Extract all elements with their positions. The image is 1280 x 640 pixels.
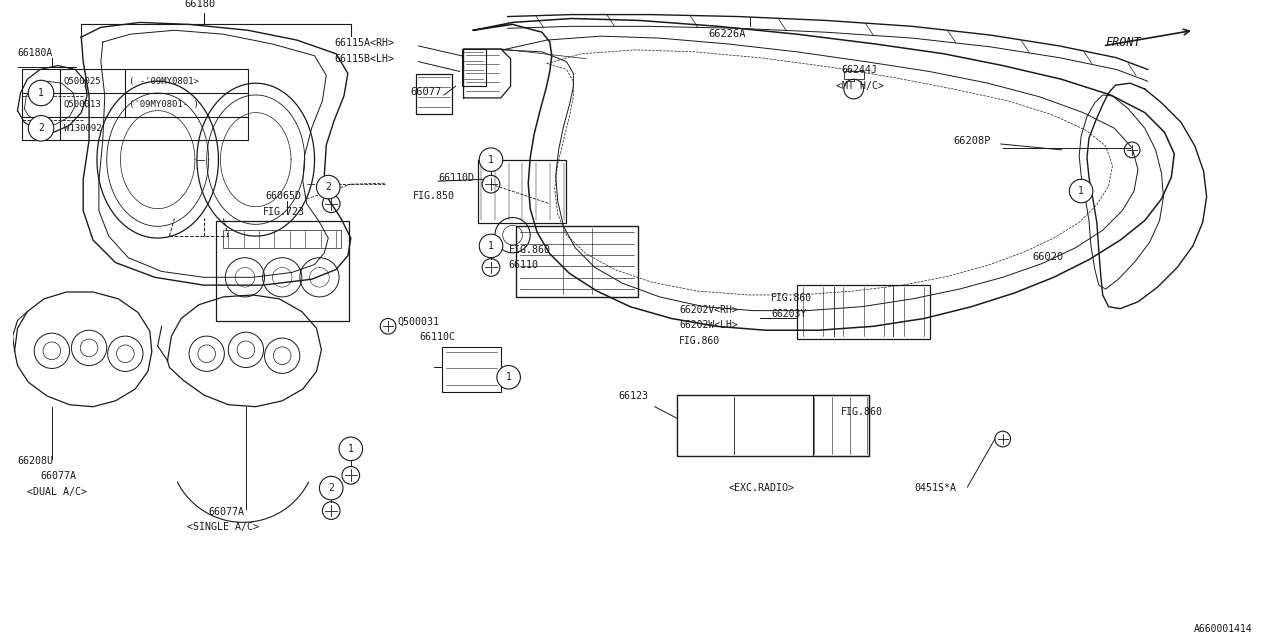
Text: <DUAL A/C>: <DUAL A/C>: [27, 487, 87, 497]
Bar: [797, 285, 931, 339]
Bar: [844, 72, 864, 79]
Bar: [677, 395, 869, 456]
Text: Q500025: Q500025: [64, 77, 101, 86]
Circle shape: [323, 195, 340, 212]
Text: 1: 1: [38, 88, 44, 98]
Text: 66244J: 66244J: [841, 65, 877, 76]
Text: 1: 1: [488, 241, 494, 251]
Text: 66115B<LH>: 66115B<LH>: [334, 54, 394, 63]
Text: FIG.850: FIG.850: [412, 191, 454, 201]
Text: <MT H/C>: <MT H/C>: [836, 81, 884, 91]
Text: 2: 2: [38, 124, 44, 133]
Text: FIG.860: FIG.860: [680, 336, 721, 346]
Text: 66077A: 66077A: [209, 506, 244, 516]
Text: 66180A: 66180A: [18, 48, 52, 58]
Text: 66110: 66110: [508, 260, 539, 271]
Text: A660001414: A660001414: [1194, 624, 1253, 634]
Text: 2: 2: [325, 182, 332, 192]
Text: 66115A<RH>: 66115A<RH>: [334, 38, 394, 48]
Text: 1: 1: [1078, 186, 1084, 196]
Text: Q500031: Q500031: [398, 316, 440, 326]
Circle shape: [339, 437, 362, 461]
Text: 0451S*A: 0451S*A: [914, 483, 956, 493]
Text: 66208U: 66208U: [18, 456, 54, 465]
Circle shape: [483, 175, 499, 193]
Text: 66203Y: 66203Y: [772, 308, 806, 319]
Text: 66202V<RH>: 66202V<RH>: [680, 305, 739, 315]
Bar: [416, 74, 452, 113]
Text: FIG.723: FIG.723: [262, 207, 305, 216]
Text: 66180: 66180: [184, 0, 215, 9]
Bar: [224, 230, 340, 248]
Text: W130092: W130092: [64, 124, 101, 132]
Text: 1: 1: [506, 372, 512, 382]
Circle shape: [316, 175, 340, 199]
Text: FIG.860: FIG.860: [772, 293, 813, 303]
Circle shape: [28, 80, 54, 106]
Circle shape: [1069, 179, 1093, 203]
Circle shape: [483, 259, 499, 276]
Bar: [462, 49, 486, 86]
Text: 66077A: 66077A: [40, 471, 76, 481]
Text: 66123: 66123: [618, 391, 649, 401]
Text: FIG.860: FIG.860: [841, 406, 883, 417]
Text: 66077: 66077: [411, 87, 442, 97]
Circle shape: [28, 116, 54, 141]
Text: ( -'09MY0801>: ( -'09MY0801>: [129, 77, 200, 86]
Text: 66020: 66020: [1032, 252, 1064, 262]
Bar: [479, 159, 567, 223]
Bar: [215, 221, 349, 321]
Bar: [23, 70, 248, 140]
Text: 1: 1: [488, 155, 494, 164]
Text: Q500013: Q500013: [64, 100, 101, 109]
Text: 66208P: 66208P: [954, 136, 991, 146]
Text: <SINGLE A/C>: <SINGLE A/C>: [187, 522, 259, 532]
Circle shape: [497, 365, 521, 389]
Text: 66226A: 66226A: [709, 29, 746, 39]
Text: <EXC.RADIO>: <EXC.RADIO>: [728, 483, 794, 493]
Circle shape: [323, 502, 340, 520]
Text: FIG.860: FIG.860: [508, 244, 550, 255]
Text: FRONT: FRONT: [1106, 36, 1142, 49]
Bar: [517, 227, 637, 297]
Text: ('09MY0801- ): ('09MY0801- ): [129, 100, 200, 109]
Bar: [442, 347, 500, 392]
Circle shape: [320, 476, 343, 500]
Text: 66110C: 66110C: [420, 332, 456, 342]
Text: 66110D: 66110D: [438, 173, 474, 183]
Circle shape: [479, 234, 503, 258]
Text: 66065D: 66065D: [265, 191, 302, 201]
Circle shape: [479, 148, 503, 172]
Text: 2: 2: [328, 483, 334, 493]
Text: 1: 1: [348, 444, 353, 454]
Bar: [813, 395, 869, 456]
Circle shape: [342, 467, 360, 484]
Text: 66202W<LH>: 66202W<LH>: [680, 320, 739, 330]
